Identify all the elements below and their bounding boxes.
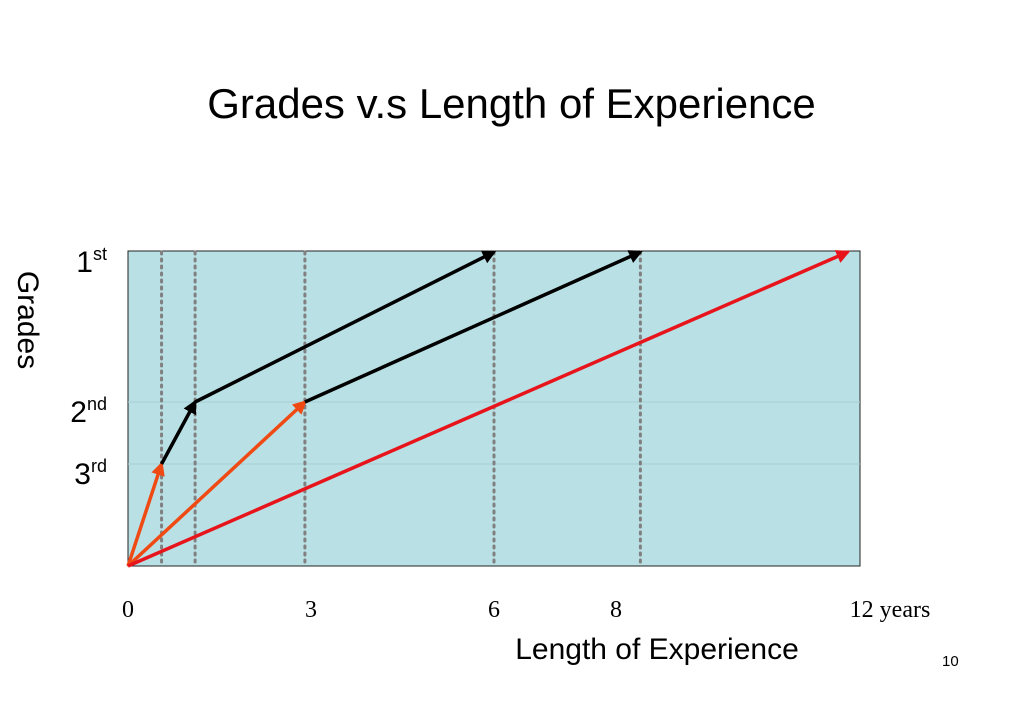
progression-arrow-orange <box>126 461 165 567</box>
progression-arrow-red <box>127 250 851 568</box>
y-tick-label: 2nd <box>70 394 107 429</box>
progression-arrow-black <box>160 399 197 465</box>
x-tick-label: 6 <box>488 597 500 623</box>
progression-arrow-black <box>304 250 643 404</box>
x-tick-label: 12 years <box>850 597 931 623</box>
y-tick-label: 3rd <box>74 456 107 491</box>
progression-arrow-orange <box>126 400 307 568</box>
progression-arrow-black <box>194 250 497 404</box>
x-tick-label: 3 <box>305 597 317 623</box>
y-tick-label: 1st <box>76 244 107 279</box>
page-number: 10 <box>942 653 959 670</box>
x-tick-label: 8 <box>610 597 622 623</box>
x-axis-title: Length of Experience <box>515 633 799 666</box>
y-axis-title: Grades <box>11 271 44 369</box>
slide-title: Grades v.s Length of Experience <box>207 80 816 127</box>
x-tick-label: 0 <box>122 597 134 623</box>
